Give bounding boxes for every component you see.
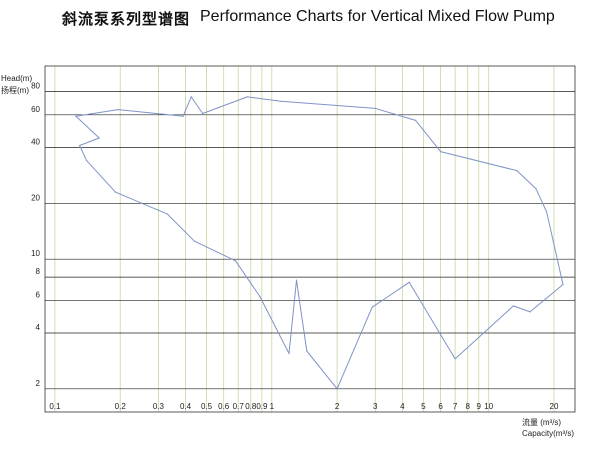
data-point <box>516 170 518 172</box>
data-point <box>182 115 184 117</box>
data-point <box>202 112 204 115</box>
data-point <box>246 96 248 98</box>
data-point <box>374 107 376 109</box>
x-tick-label: 0.1 <box>49 402 61 411</box>
data-point <box>440 151 442 153</box>
series-line <box>75 96 564 390</box>
data-point <box>75 115 77 117</box>
y-tick-label: 8 <box>36 267 41 276</box>
series-layer <box>75 96 564 390</box>
y-tick-label: 6 <box>36 290 41 299</box>
x-tick-label: 1 <box>270 402 275 411</box>
x-tick-label: 0.2 <box>115 402 127 411</box>
x-tick-label: 0.3 <box>153 402 165 411</box>
data-point <box>535 188 537 190</box>
x-tick-label: 5 <box>421 402 426 411</box>
data-point <box>117 109 119 111</box>
data-point <box>336 388 338 390</box>
data-point <box>166 213 168 215</box>
data-point <box>415 119 417 121</box>
x-tick-label: 6 <box>438 402 443 411</box>
grid-layer <box>45 66 575 412</box>
x-tick-label: 7 <box>453 402 458 411</box>
y-axis-label-en: Head(m) <box>1 74 32 83</box>
x-tick-label: 0.7 <box>233 402 245 411</box>
x-tick-label: 20 <box>550 402 559 411</box>
y-tick-label: 60 <box>31 105 40 114</box>
data-point <box>79 144 81 147</box>
data-point <box>280 100 282 102</box>
plot-frame <box>44 65 576 413</box>
y-tick-label: 2 <box>36 379 41 388</box>
x-tick-label: 9 <box>477 402 482 411</box>
data-point <box>295 279 298 281</box>
y-tick-label: 80 <box>31 82 40 91</box>
x-tick-label: 3 <box>373 402 378 411</box>
data-point <box>193 240 196 242</box>
y-tick-label: 10 <box>31 249 40 258</box>
data-point <box>86 160 88 162</box>
data-point <box>288 352 290 355</box>
data-point <box>562 283 564 286</box>
y-tick-label: 4 <box>36 323 41 332</box>
data-point <box>529 311 531 313</box>
chart-title-cn: 斜流泵系列型谱图 <box>62 10 191 28</box>
x-tick-label: 0.8 <box>245 402 257 411</box>
x-tick-label: 8 <box>465 402 470 411</box>
data-point <box>371 306 373 308</box>
y-tick-labels: 2 4 6 8 10 20 40 60 80 <box>31 82 40 388</box>
x-axis-label-cn: 流量 (m³/s) <box>522 417 561 427</box>
y-axis-label-cn: 扬程(m) <box>1 85 29 95</box>
x-tick-label: 10 <box>484 402 493 411</box>
x-tick-label: 0.5 <box>201 402 213 411</box>
data-point <box>190 96 192 98</box>
x-tick-label: 0.6 <box>218 402 230 411</box>
data-point <box>546 211 548 213</box>
data-point <box>306 350 308 352</box>
chart-title-en: Performance Charts for Vertical Mixed Fl… <box>200 8 555 25</box>
x-tick-label: 4 <box>400 402 405 411</box>
data-point <box>454 358 456 360</box>
x-axis-label-en: Capacity(m³/s) <box>522 429 574 438</box>
data-point <box>512 305 515 307</box>
chart-title: 斜流泵系列型谱图 Performance Charts for Vertical… <box>0 8 600 34</box>
x-tick-label: 2 <box>335 402 340 411</box>
data-point <box>98 137 100 139</box>
data-point <box>408 281 410 283</box>
data-point <box>234 260 237 262</box>
data-point <box>114 191 116 193</box>
x-tick-label: 0.9 <box>256 402 268 411</box>
x-tick-labels: 0.1 0.2 0.3 0.4 0.5 0.6 0.7 0.8 0.9 1 2 3 4 5 6 7 8 9 10 20 <box>49 402 559 411</box>
y-tick-label: 40 <box>31 137 40 146</box>
x-tick-label: 0.4 <box>180 402 192 411</box>
data-point <box>259 295 261 297</box>
y-tick-label: 20 <box>31 193 40 202</box>
